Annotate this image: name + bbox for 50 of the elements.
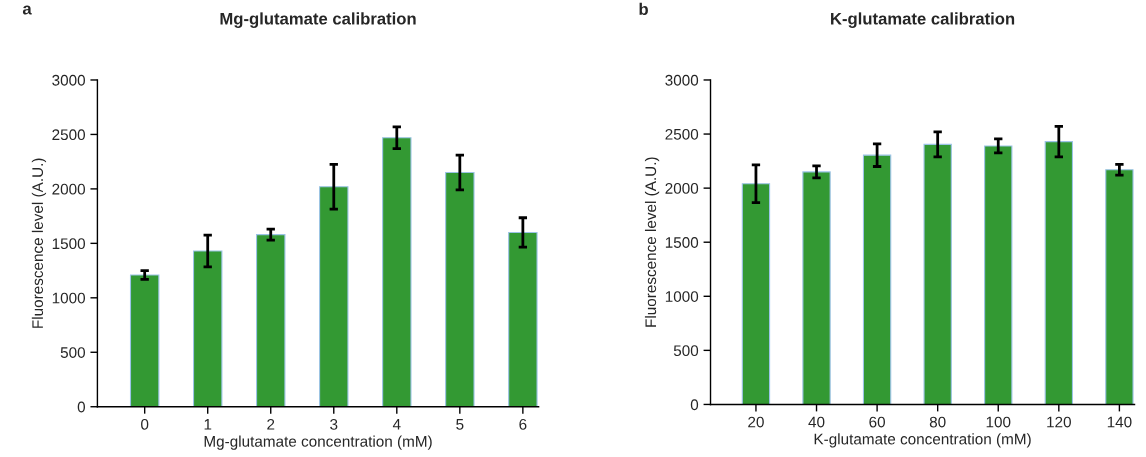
y-tick-label: 0 [690,399,699,411]
bar [802,171,831,405]
bar [1044,141,1074,405]
text: a [22,5,32,15]
bar [741,183,771,405]
x-tick-label: 0 [141,418,149,430]
x-tick-label: 80 [929,416,946,428]
x-tick-label: 6 [519,418,527,430]
bar [923,143,952,405]
x-axis-title: K-glutamate concentration (mM) [814,433,1031,448]
y-axis-title: Fluorescence level (A.U.) [31,158,47,328]
bar [256,234,286,407]
y-axis-title: Fluorescence level (A.U.) [644,157,660,327]
bar [319,186,349,407]
y-tick-label: 500 [60,347,86,358]
y-tick-label: 0 [77,401,86,413]
y-tick-label: 1500 [52,238,86,250]
x-tick-label: 100 [986,416,1011,428]
y-tick-label: 1000 [52,292,86,304]
bar [1105,169,1134,405]
bar [508,231,538,407]
x-axis-title: Mg-glutamate concentration (mM) [204,435,432,450]
x-tick-label: 4 [392,419,401,430]
y-tick-label: 2000 [665,183,699,194]
x-tick-label: 5 [456,419,464,430]
chart-title: K-glutamate calibration [831,12,1015,28]
y-tick-label: 2000 [52,183,86,195]
x-tick-label: 60 [869,416,885,428]
x-tick-label: 3 [330,418,338,430]
bar [862,154,892,405]
x-tick-label: 2 [267,418,275,430]
bar [382,137,412,407]
text: b [639,2,648,16]
x-tick-label: 140 [1107,416,1132,428]
bar [984,145,1013,405]
x-tick-label: 120 [1047,416,1071,428]
x-tick-label: 1 [204,419,212,430]
x-tick-label: 40 [808,416,825,428]
y-tick-label: 1000 [665,291,699,302]
y-tick-label: 2500 [52,129,86,141]
bar [129,274,160,407]
y-tick-label: 3000 [52,74,86,86]
y-tick-label: 2500 [665,128,699,140]
bar [445,172,475,407]
x-tick-label: 20 [748,416,764,428]
y-tick-label: 1500 [665,237,699,248]
chart-title: Mg-glutamate calibration [220,12,416,28]
y-tick-label: 500 [673,345,699,357]
bar [192,250,223,407]
y-tick-label: 3000 [665,74,699,86]
